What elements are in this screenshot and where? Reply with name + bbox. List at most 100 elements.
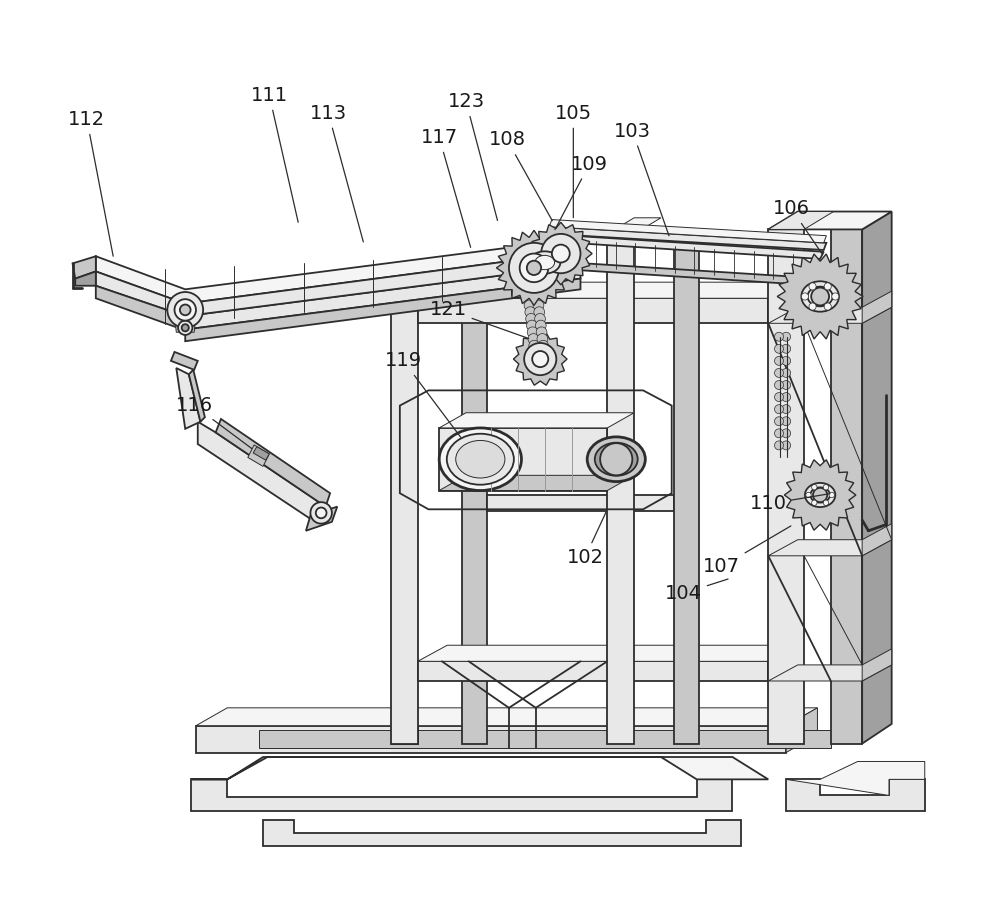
Polygon shape: [96, 286, 185, 330]
Polygon shape: [176, 368, 200, 429]
Polygon shape: [191, 757, 768, 779]
Polygon shape: [549, 227, 826, 250]
Text: 123: 123: [447, 92, 498, 221]
Polygon shape: [216, 419, 330, 507]
Polygon shape: [418, 283, 798, 299]
Polygon shape: [185, 279, 580, 341]
Circle shape: [535, 313, 545, 324]
Circle shape: [538, 340, 549, 351]
Ellipse shape: [587, 437, 645, 482]
Circle shape: [527, 327, 538, 337]
Circle shape: [775, 369, 783, 378]
Polygon shape: [73, 257, 96, 279]
Circle shape: [541, 234, 580, 274]
Circle shape: [539, 347, 549, 358]
Ellipse shape: [595, 443, 638, 475]
Circle shape: [528, 334, 539, 344]
Circle shape: [180, 304, 191, 315]
Text: 103: 103: [614, 122, 669, 236]
Text: 113: 113: [310, 104, 363, 242]
Circle shape: [775, 417, 783, 426]
Polygon shape: [831, 230, 862, 744]
Polygon shape: [549, 220, 826, 243]
Circle shape: [775, 344, 783, 353]
Circle shape: [782, 393, 791, 402]
Circle shape: [782, 369, 791, 378]
Polygon shape: [175, 314, 196, 332]
Polygon shape: [196, 708, 817, 726]
Circle shape: [775, 405, 783, 414]
Polygon shape: [768, 212, 892, 230]
Polygon shape: [496, 231, 572, 305]
Circle shape: [316, 508, 327, 518]
Ellipse shape: [808, 287, 833, 306]
Text: 119: 119: [385, 352, 461, 438]
Circle shape: [824, 283, 831, 290]
Text: 107: 107: [703, 526, 791, 576]
Polygon shape: [768, 307, 892, 323]
Circle shape: [182, 324, 189, 331]
Circle shape: [600, 443, 632, 475]
Circle shape: [525, 307, 536, 318]
Polygon shape: [786, 779, 925, 811]
Polygon shape: [513, 333, 567, 385]
Polygon shape: [862, 292, 892, 323]
Circle shape: [823, 484, 829, 490]
Polygon shape: [784, 460, 856, 530]
Text: 110: 110: [750, 493, 830, 513]
Polygon shape: [786, 708, 817, 753]
Circle shape: [775, 441, 783, 449]
Ellipse shape: [535, 256, 555, 270]
Circle shape: [527, 261, 541, 275]
Polygon shape: [259, 730, 831, 748]
Circle shape: [812, 484, 817, 490]
Circle shape: [775, 380, 783, 389]
Circle shape: [167, 292, 203, 327]
Polygon shape: [768, 665, 892, 681]
Ellipse shape: [439, 428, 521, 491]
Polygon shape: [391, 279, 445, 297]
Polygon shape: [462, 297, 487, 744]
Circle shape: [782, 441, 791, 449]
Circle shape: [806, 492, 811, 498]
Polygon shape: [96, 239, 580, 304]
Text: 104: 104: [665, 579, 728, 603]
Circle shape: [782, 380, 791, 389]
Circle shape: [782, 429, 791, 438]
Ellipse shape: [810, 487, 830, 502]
Circle shape: [520, 254, 548, 283]
Polygon shape: [306, 507, 337, 531]
Circle shape: [178, 320, 192, 335]
Circle shape: [813, 488, 827, 502]
Circle shape: [775, 429, 783, 438]
Circle shape: [775, 332, 783, 341]
Ellipse shape: [529, 251, 560, 274]
Circle shape: [175, 300, 196, 320]
Text: 117: 117: [421, 127, 471, 248]
Polygon shape: [185, 266, 580, 329]
Polygon shape: [439, 413, 634, 428]
Polygon shape: [487, 495, 674, 511]
Text: 105: 105: [555, 104, 592, 218]
Polygon shape: [674, 234, 699, 744]
Polygon shape: [530, 222, 592, 285]
Circle shape: [782, 344, 791, 353]
Circle shape: [832, 293, 839, 300]
Circle shape: [535, 320, 546, 331]
Text: 109: 109: [555, 154, 608, 230]
Polygon shape: [768, 230, 804, 744]
Ellipse shape: [805, 483, 835, 507]
Polygon shape: [418, 299, 768, 323]
Polygon shape: [862, 649, 892, 681]
Polygon shape: [607, 234, 634, 744]
Polygon shape: [418, 645, 798, 661]
Circle shape: [529, 340, 540, 351]
Text: 108: 108: [489, 130, 552, 221]
Circle shape: [552, 245, 570, 263]
Circle shape: [829, 492, 834, 498]
Polygon shape: [263, 820, 741, 847]
Circle shape: [509, 243, 559, 293]
Polygon shape: [253, 447, 269, 460]
Polygon shape: [391, 726, 418, 744]
Circle shape: [823, 500, 829, 505]
